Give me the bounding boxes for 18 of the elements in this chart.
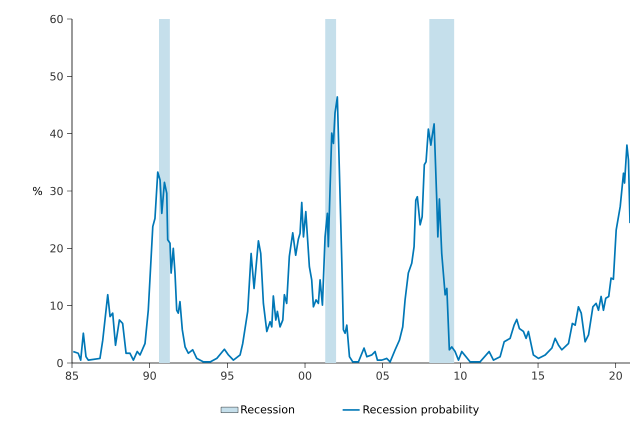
y-tick-label: 0 [57, 358, 63, 368]
y-tick-label: 10 [50, 302, 63, 310]
y-axis-title: % [32, 186, 42, 196]
x-tick-label: 85 [66, 372, 78, 380]
legend-label: Recession probability [364, 405, 479, 416]
y-tick-label: 40 [50, 130, 63, 138]
x-tick-label: 15 [532, 372, 544, 380]
y-tick-label: 60 [50, 14, 63, 24]
x-tick-label: 10 [454, 372, 467, 380]
x-tick-label: 90 [143, 372, 156, 380]
legend-label: Recession [241, 405, 294, 414]
y-tick-label: 50 [50, 72, 63, 80]
y-tick-label: 30 [50, 186, 63, 196]
x-tick-label: 20 [610, 372, 622, 380]
x-tick-label: 00 [298, 372, 312, 380]
y-tick-label: 20 [50, 244, 63, 252]
x-tick-label: 05 [376, 372, 389, 380]
x-tick-label: 95 [221, 372, 234, 380]
